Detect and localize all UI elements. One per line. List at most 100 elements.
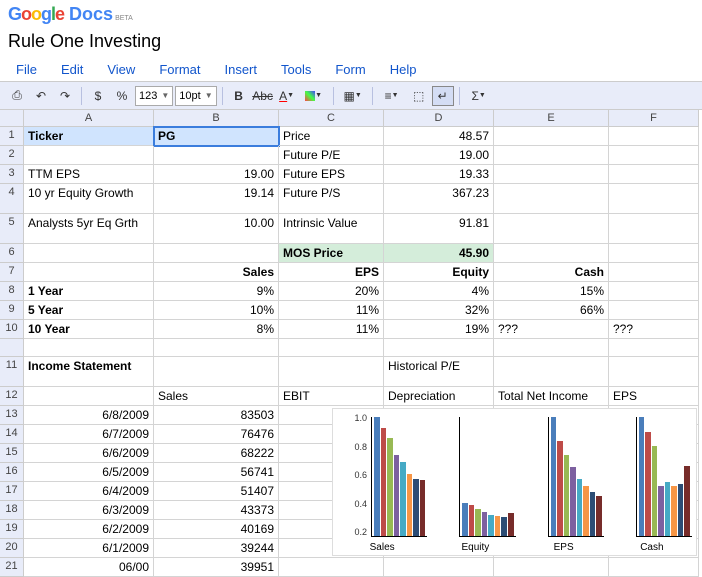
cell[interactable]: 4% — [384, 282, 494, 301]
cell[interactable] — [494, 244, 609, 263]
cell[interactable]: Ticker — [24, 127, 154, 146]
cell[interactable]: 5 Year — [24, 301, 154, 320]
cell[interactable]: Future P/S — [279, 184, 384, 214]
row-header[interactable]: 2 — [0, 146, 24, 165]
cell[interactable] — [609, 127, 699, 146]
cell[interactable]: Equity — [384, 263, 494, 282]
fill-color-icon[interactable]: ▼ — [300, 86, 328, 106]
cell[interactable]: 15% — [494, 282, 609, 301]
cell[interactable]: 11% — [279, 301, 384, 320]
cell[interactable]: 367.23 — [384, 184, 494, 214]
cell[interactable] — [609, 214, 699, 244]
cell[interactable] — [384, 558, 494, 577]
cell[interactable]: TTM EPS — [24, 165, 154, 184]
menu-form[interactable]: Form — [323, 58, 377, 81]
text-color-icon[interactable]: A▼ — [276, 86, 298, 106]
cell[interactable]: 19.00 — [154, 165, 279, 184]
row-header[interactable]: 15 — [0, 444, 24, 463]
column-header[interactable]: B — [154, 110, 279, 127]
row-header[interactable]: 12 — [0, 387, 24, 406]
cell[interactable]: 83503 — [154, 406, 279, 425]
cell[interactable]: 6/5/2009 — [24, 463, 154, 482]
cell[interactable]: MOS Price — [279, 244, 384, 263]
row-header[interactable]: 3 — [0, 165, 24, 184]
row-header[interactable]: 21 — [0, 558, 24, 577]
cell[interactable]: Future P/E — [279, 146, 384, 165]
cell[interactable]: Depreciation — [384, 387, 494, 406]
cell[interactable]: Cash — [494, 263, 609, 282]
cell[interactable]: Total Net Income — [494, 387, 609, 406]
row-header[interactable]: 11 — [0, 357, 24, 387]
row-header[interactable]: 8 — [0, 282, 24, 301]
cell[interactable] — [494, 558, 609, 577]
row-header[interactable]: 17 — [0, 482, 24, 501]
column-header[interactable]: E — [494, 110, 609, 127]
cell[interactable]: 39244 — [154, 539, 279, 558]
bold-icon[interactable]: B — [228, 86, 250, 106]
cell[interactable] — [24, 339, 154, 357]
column-header[interactable] — [0, 110, 24, 127]
print-icon[interactable]: ⎙ — [6, 86, 28, 106]
cell[interactable]: 8% — [154, 320, 279, 339]
merge-icon[interactable]: ⬚ — [408, 86, 430, 106]
currency-icon[interactable]: $ — [87, 86, 109, 106]
cell[interactable]: 51407 — [154, 482, 279, 501]
cell[interactable]: 9% — [154, 282, 279, 301]
row-header[interactable]: 1 — [0, 127, 24, 146]
cell[interactable]: 11% — [279, 320, 384, 339]
cell[interactable] — [154, 339, 279, 357]
cell[interactable] — [24, 146, 154, 165]
cell[interactable]: 45.90 — [384, 244, 494, 263]
cell[interactable]: 19% — [384, 320, 494, 339]
cell[interactable] — [609, 146, 699, 165]
cell[interactable]: 20% — [279, 282, 384, 301]
undo-icon[interactable]: ↶ — [30, 86, 52, 106]
cell[interactable] — [494, 127, 609, 146]
doc-title[interactable]: Rule One Investing — [0, 27, 702, 58]
cell[interactable] — [609, 244, 699, 263]
cell[interactable]: Intrinsic Value — [279, 214, 384, 244]
cell[interactable]: 32% — [384, 301, 494, 320]
menu-edit[interactable]: Edit — [49, 58, 95, 81]
cell[interactable]: ??? — [494, 320, 609, 339]
column-header[interactable]: D — [384, 110, 494, 127]
cell[interactable]: EPS — [279, 263, 384, 282]
cell[interactable]: 40169 — [154, 520, 279, 539]
redo-icon[interactable]: ↷ — [54, 86, 76, 106]
row-header[interactable]: 16 — [0, 463, 24, 482]
cell[interactable] — [609, 263, 699, 282]
cell[interactable]: 39951 — [154, 558, 279, 577]
row-header[interactable]: 10 — [0, 320, 24, 339]
cell[interactable]: Income Statement — [24, 357, 154, 387]
cell[interactable]: 19.14 — [154, 184, 279, 214]
row-header[interactable]: 13 — [0, 406, 24, 425]
cell[interactable]: 10 yr Equity Growth — [24, 184, 154, 214]
cell[interactable]: Analysts 5yr Eq Grth — [24, 214, 154, 244]
cell[interactable]: 6/2/2009 — [24, 520, 154, 539]
cell[interactable] — [609, 184, 699, 214]
cell[interactable] — [609, 357, 699, 387]
embedded-chart[interactable]: 1.00.80.60.40.2SalesEquityEPSCash — [332, 408, 697, 556]
cell[interactable]: 10.00 — [154, 214, 279, 244]
column-header[interactable]: C — [279, 110, 384, 127]
cell[interactable] — [154, 244, 279, 263]
fontsize-select[interactable]: 10pt▼ — [175, 86, 216, 106]
cell[interactable] — [494, 214, 609, 244]
strikethrough-icon[interactable]: Abc — [252, 86, 274, 106]
cell[interactable] — [24, 244, 154, 263]
cell[interactable]: Price — [279, 127, 384, 146]
borders-icon[interactable]: ▦▼ — [339, 86, 367, 106]
cell[interactable] — [154, 146, 279, 165]
cell[interactable]: 56741 — [154, 463, 279, 482]
column-header[interactable]: A — [24, 110, 154, 127]
row-header[interactable]: 18 — [0, 501, 24, 520]
cell[interactable]: 10% — [154, 301, 279, 320]
cell[interactable] — [24, 263, 154, 282]
cell[interactable]: 10 Year — [24, 320, 154, 339]
cell[interactable] — [154, 357, 279, 387]
cell[interactable] — [494, 357, 609, 387]
row-header[interactable]: 4 — [0, 184, 24, 214]
cell[interactable] — [279, 339, 384, 357]
cell[interactable]: 6/3/2009 — [24, 501, 154, 520]
cell[interactable] — [24, 387, 154, 406]
